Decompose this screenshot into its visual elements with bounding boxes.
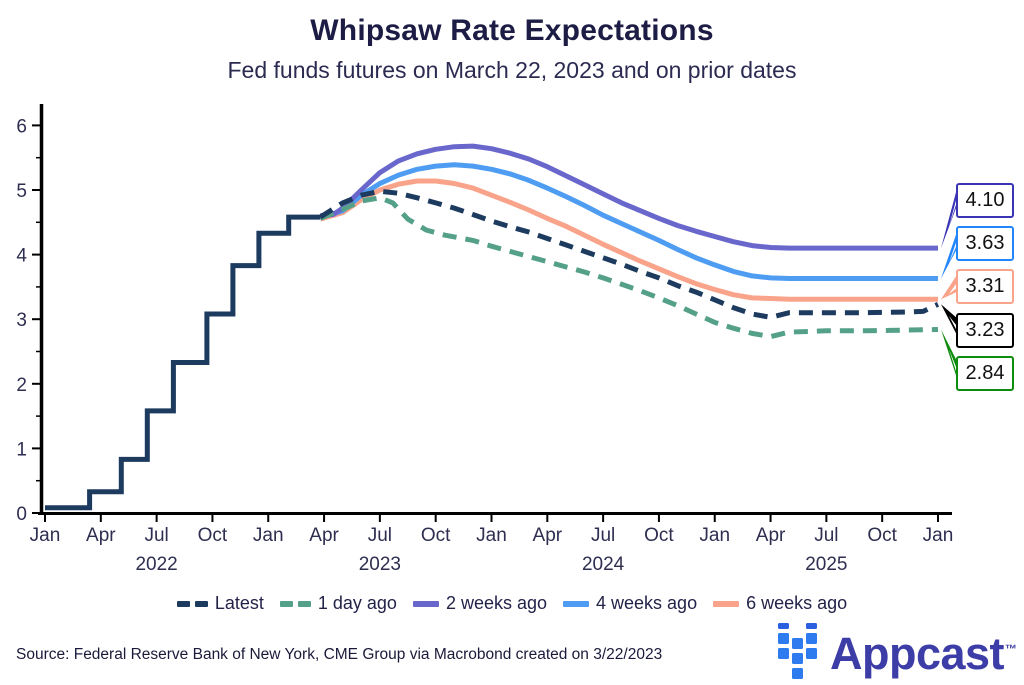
end-value-callout: 3.31 — [956, 269, 1014, 305]
x-year-label: 2024 — [582, 554, 625, 575]
x-tick-label: Jul — [144, 525, 168, 546]
x-tick-label: Oct — [644, 525, 674, 546]
x-tick-label: Apr — [533, 525, 563, 546]
y-tick-label: 0 — [16, 504, 27, 525]
legend-item-2-weeks-ago: 2 weeks ago — [412, 593, 548, 614]
y-tick-label: 6 — [16, 116, 27, 137]
callout-pointer — [941, 188, 957, 249]
legend-label: 4 weeks ago — [596, 593, 698, 613]
legend-swatch — [563, 600, 590, 607]
callout-pointer — [941, 329, 957, 379]
logo-square — [778, 623, 789, 629]
callout-pointer-notch — [949, 349, 957, 375]
appcast-logo: Appcast™ — [778, 621, 1017, 681]
legend-label: 1 day ago — [317, 593, 397, 613]
y-tick-label: 5 — [16, 181, 27, 202]
series-line-2-weeks-ago — [320, 143, 938, 251]
y-tick-label: 2 — [16, 375, 27, 396]
legend-label: Latest — [214, 593, 264, 613]
x-tick-label: Jan — [30, 525, 61, 546]
x-tick-label: Oct — [421, 525, 451, 546]
legend-label: 2 weeks ago — [445, 593, 548, 613]
legend-item-6-weeks-ago: 6 weeks ago — [713, 593, 847, 614]
legend-label: 6 weeks ago — [746, 593, 848, 613]
logo-square — [806, 648, 817, 659]
legend-swatch — [176, 600, 208, 607]
series-line-1-day-ago — [319, 195, 939, 340]
chart-title: Whipsaw Rate Expectations — [310, 14, 714, 47]
appcast-logo-text: Appcast™ — [830, 621, 1017, 682]
end-value-callout: 3.23 — [956, 312, 1014, 348]
appcast-logo-wordmark: Appcast — [830, 627, 1005, 679]
x-tick-label: Apr — [86, 525, 116, 546]
y-tick-label: 4 — [16, 246, 27, 267]
x-tick-label: Apr — [309, 525, 339, 546]
callout-pointer — [941, 274, 957, 300]
end-value-callout: 2.84 — [956, 355, 1014, 391]
callout-pointer-notch — [949, 282, 957, 294]
series-line-4-weeks-ago — [319, 162, 938, 281]
callout-pointer — [941, 304, 957, 336]
y-tick-label: 3 — [16, 310, 27, 331]
x-tick-label: Oct — [867, 525, 897, 546]
logo-square — [792, 653, 803, 664]
logo-square — [806, 623, 817, 629]
source-note: Source: Federal Reserve Bank of New York… — [16, 646, 663, 663]
legend-swatch — [713, 600, 740, 607]
x-tick-label: Jul — [814, 525, 838, 546]
x-tick-label: Jul — [368, 525, 392, 546]
end-value-callout: 4.10 — [956, 183, 1014, 218]
x-tick-label: Jan — [923, 525, 954, 546]
chart-subtitle: Fed funds futures on March 22, 2023 and … — [227, 57, 797, 83]
legend-item-1-day-ago: 1 day ago — [279, 593, 397, 614]
series-line-6-weeks-ago — [319, 178, 938, 302]
logo-square — [792, 638, 803, 649]
x-tick-label: Jul — [591, 525, 615, 546]
appcast-logo-icon — [778, 623, 817, 679]
legend-item-4-weeks-ago: 4 weeks ago — [563, 593, 697, 614]
series-line-history-step — [45, 214, 321, 511]
y-tick-label: 1 — [16, 439, 27, 460]
x-year-label: 2022 — [135, 554, 177, 575]
chart-legend: Latest 1 day ago 2 weeks ago 4 weeks ago 6 w… — [0, 593, 1024, 614]
x-year-label: 2023 — [359, 554, 401, 575]
x-tick-label: Oct — [198, 525, 228, 546]
x-tick-label: Jan — [699, 525, 730, 546]
legend-swatch — [412, 600, 439, 607]
callout-pointer-notch — [949, 196, 957, 227]
logo-square — [792, 668, 803, 679]
trademark-symbol: ™ — [1005, 641, 1017, 656]
callout-pointer-notch — [949, 239, 957, 263]
legend-swatch — [279, 600, 311, 607]
end-value-callout: 3.63 — [956, 226, 1014, 262]
logo-square — [778, 648, 789, 659]
legend-item-Latest: Latest — [176, 593, 264, 614]
callout-pointer — [941, 231, 957, 279]
x-tick-label: Apr — [756, 525, 786, 546]
callout-pointer-notch — [949, 315, 957, 332]
x-tick-label: Jan — [253, 525, 284, 546]
x-tick-label: Jan — [476, 525, 507, 546]
logo-square — [806, 633, 817, 644]
x-year-label: 2025 — [805, 554, 847, 575]
logo-square — [778, 633, 789, 644]
series-line-Latest — [318, 188, 940, 320]
